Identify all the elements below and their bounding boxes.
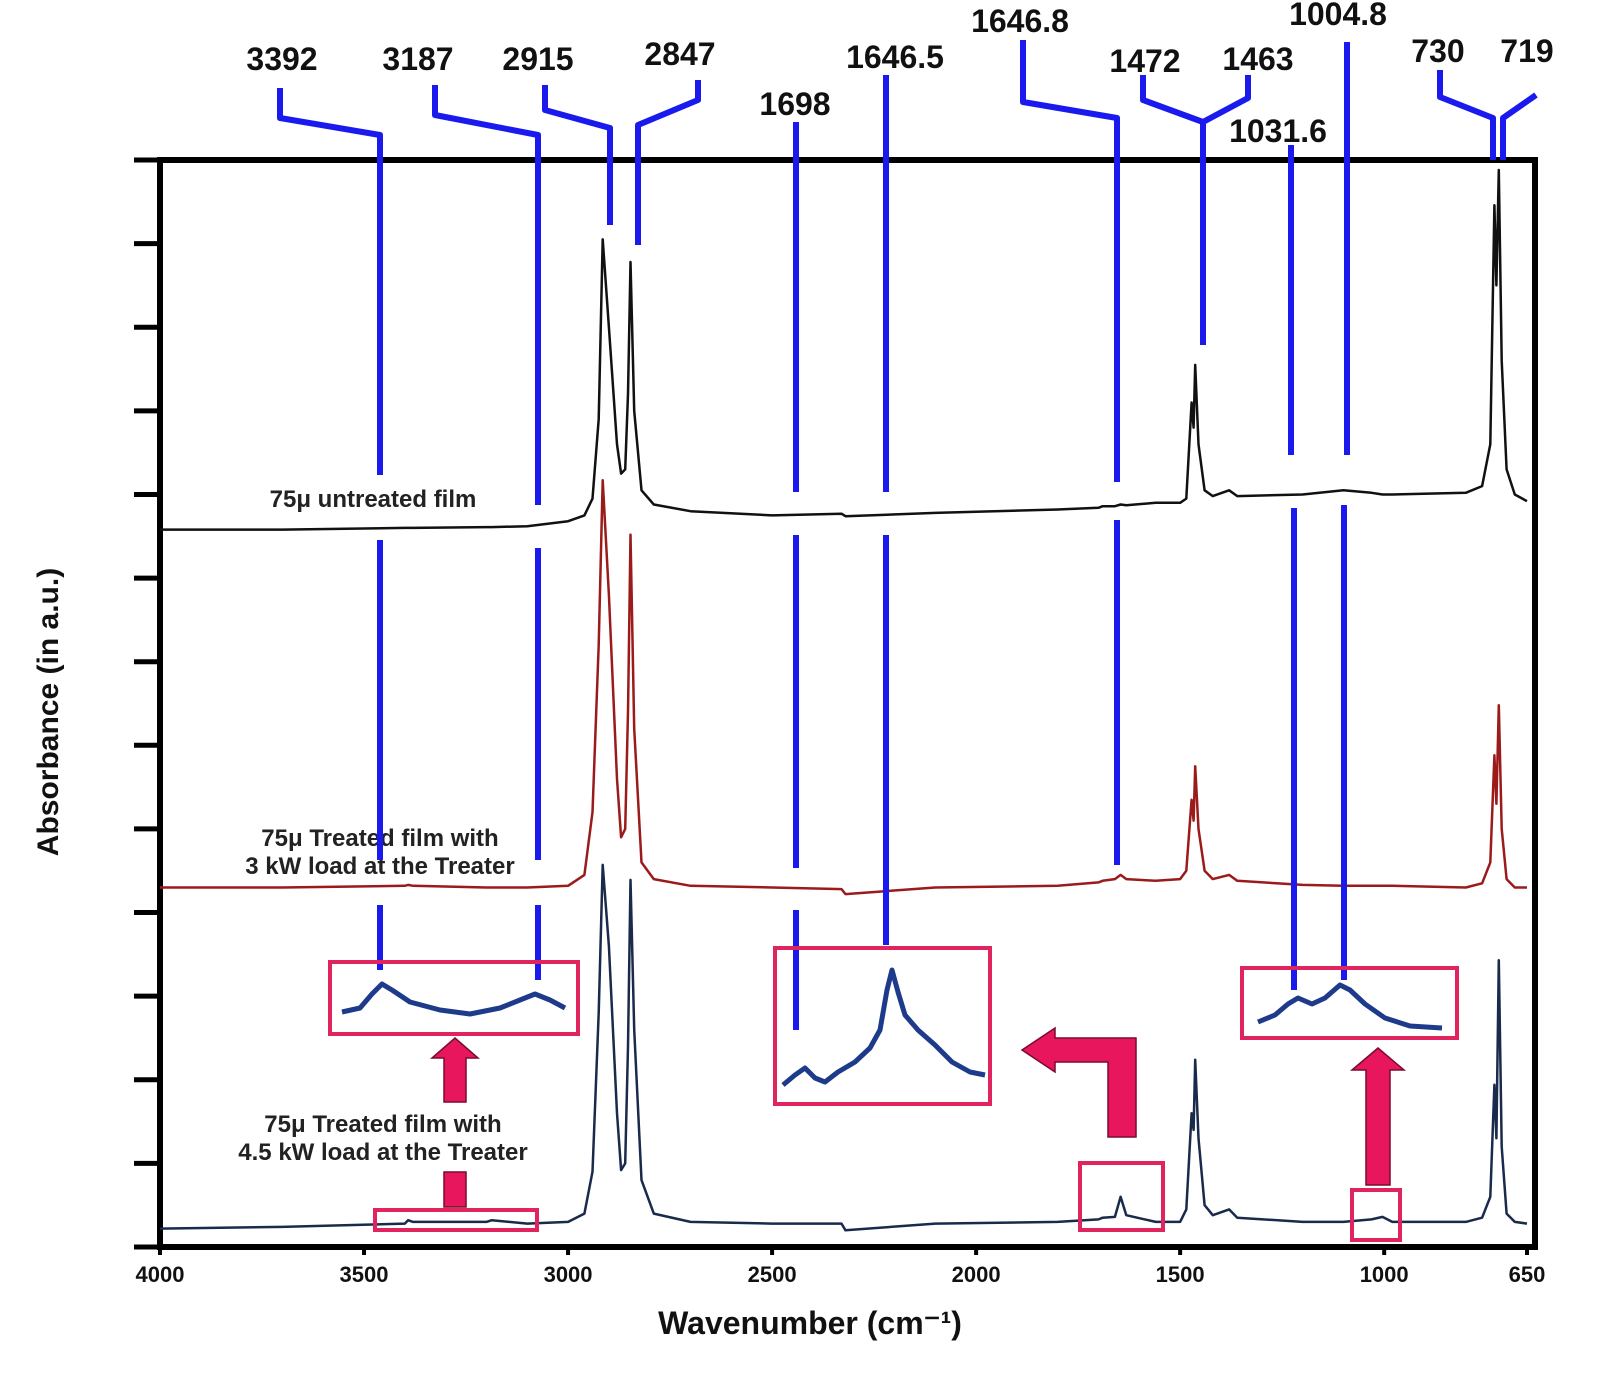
leader-line xyxy=(277,88,383,475)
x-tick-label: 650 xyxy=(1509,1262,1546,1287)
peak-label: 1646.8 xyxy=(971,3,1069,39)
x-tick-label: 1500 xyxy=(1156,1262,1205,1287)
series-label: 75μ Treated film with xyxy=(264,1111,501,1138)
leader-line xyxy=(1437,70,1496,160)
peak-label: 1698 xyxy=(759,86,830,122)
leader-line xyxy=(1020,40,1120,482)
x-tick-label: 3000 xyxy=(544,1262,593,1287)
spectrum-line xyxy=(160,478,1527,896)
inset-box xyxy=(328,960,580,1036)
arrow xyxy=(429,1037,481,1103)
x-axis-label: Wavenumber (cm⁻¹) xyxy=(658,1305,962,1341)
leader-line xyxy=(432,85,541,505)
peak-label: 1031.6 xyxy=(1229,113,1327,149)
peak-label: 1463 xyxy=(1222,41,1293,77)
x-tick-label: 2500 xyxy=(748,1262,797,1287)
leader-line xyxy=(1500,92,1538,160)
annotation-layer xyxy=(277,40,1538,1242)
series-label: 75μ untreated film xyxy=(270,486,477,513)
peak-label: 730 xyxy=(1411,33,1464,69)
leader-line xyxy=(635,80,701,245)
x-tick-label: 4000 xyxy=(136,1262,185,1287)
inset-box xyxy=(1240,966,1459,1040)
series-label: 4.5 kW load at the Treater xyxy=(238,1139,527,1166)
x-tick-label: 3500 xyxy=(340,1262,389,1287)
inset-curve xyxy=(341,981,567,1017)
arrow xyxy=(1020,1026,1137,1138)
leader-line xyxy=(542,85,613,225)
x-tick-label: 1000 xyxy=(1360,1262,1409,1287)
plot-frame xyxy=(157,157,1538,1250)
x-tick-label: 2000 xyxy=(952,1262,1001,1287)
zoom-region xyxy=(1078,1161,1165,1232)
peak-label: 3187 xyxy=(382,41,453,77)
inset-curve xyxy=(1257,982,1443,1031)
peak-label: 1004.8 xyxy=(1289,0,1387,32)
zoom-region xyxy=(1350,1188,1402,1242)
peak-label: 719 xyxy=(1500,33,1553,69)
peak-label: 2915 xyxy=(502,41,573,77)
spectrum-line xyxy=(160,168,1528,531)
arrow-stub xyxy=(443,1171,467,1208)
spectrum-line xyxy=(159,863,1528,1232)
inset-curve xyxy=(781,967,986,1087)
y-axis-label: Absorbance (in a.u.) xyxy=(32,568,65,856)
peak-label: 1646.5 xyxy=(846,39,944,75)
peak-label: 1472 xyxy=(1109,43,1180,79)
peak-label: 3392 xyxy=(246,41,317,77)
arrow xyxy=(1349,1047,1407,1186)
peak-label: 2847 xyxy=(644,36,715,72)
zoom-region xyxy=(373,1208,539,1232)
inset-box xyxy=(773,946,992,1106)
